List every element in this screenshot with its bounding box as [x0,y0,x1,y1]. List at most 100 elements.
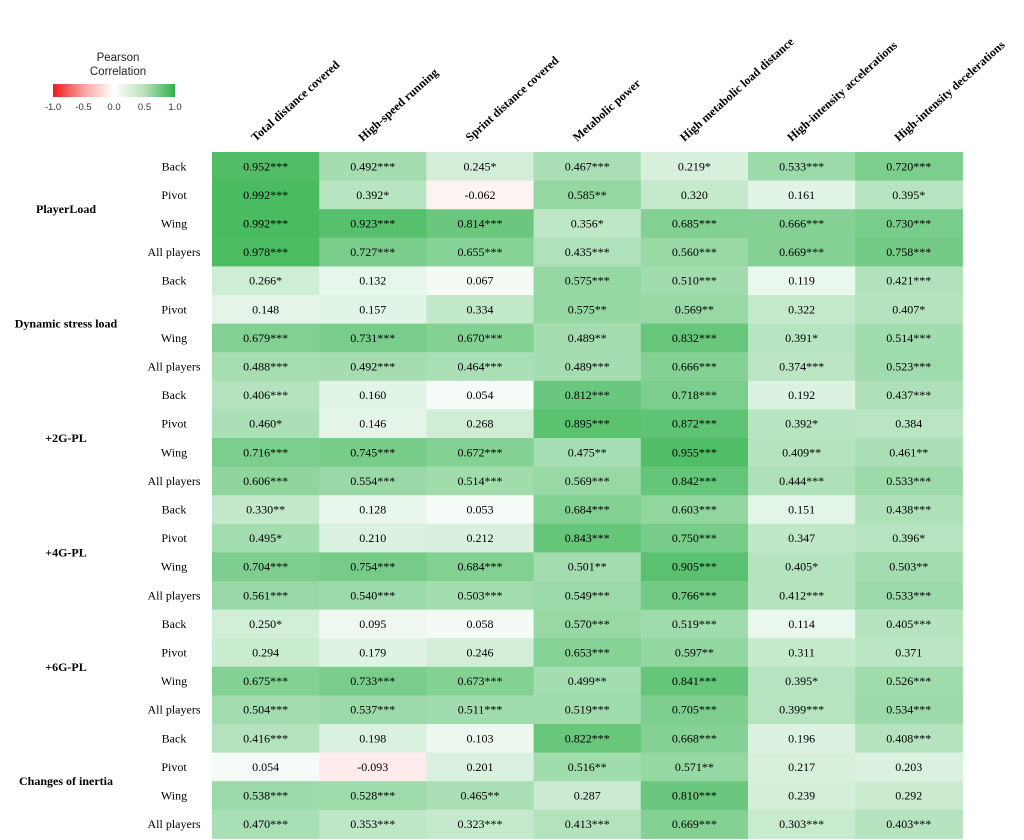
legend-tick-label: 0.5 [137,102,152,113]
cell-value-label: 0.841*** [672,674,717,688]
heatmap-cell [640,809,749,839]
heatmap-cell [212,237,320,267]
heatmap-cell [748,523,856,553]
heatmap-cell [212,552,320,582]
heatmap-cell [319,323,427,353]
cell-value-label: 0.519*** [565,703,610,717]
cell-value-label: 0.374*** [779,360,824,374]
cell-value-label: 0.268 [467,417,494,431]
heatmap-cell [533,352,642,382]
heatmap-cell [640,523,749,553]
heatmap-cell [748,666,856,696]
cell-value-label: 0.160 [359,388,386,402]
heatmap-cell [426,752,535,782]
cell-value-label: 0.569** [675,302,714,316]
cell-value-label: 0.067 [467,274,494,288]
cell-value-label: 0.132 [359,274,386,288]
legend-tick-label: -0.5 [75,102,92,113]
legend-title: Pearson Correlation [78,51,158,79]
row-label: Pivot [161,188,187,202]
cell-value-label: 0.395* [892,188,925,202]
cell-value-label: 0.146 [359,417,386,431]
row-label: Back [162,731,187,745]
heatmap-cell [212,180,320,210]
group-label: +4G-PL [45,545,87,559]
cell-value-label: 0.560*** [672,245,717,259]
cell-value-label: 0.952*** [243,159,288,173]
heatmap-cell [533,609,642,639]
row-label: All players [148,817,201,831]
cell-value-label: 0.503*** [458,588,503,602]
heatmap-cell [212,752,320,782]
cell-value-label: 0.495* [249,531,282,545]
cell-value-label: 0.561*** [243,588,288,602]
cell-value-label: 0.533*** [886,588,931,602]
row-label: All players [148,360,201,374]
cell-value-label: 0.444*** [779,474,824,488]
heatmap-cell [640,781,749,811]
cell-value-label: 0.684*** [565,503,610,517]
heatmap-cell [319,552,427,582]
heatmap-cell [426,523,535,553]
heatmap-cell [212,695,320,725]
heatmap-cell [855,352,963,382]
row-label: Pivot [161,646,187,660]
heatmap-cell [748,352,856,382]
cell-value-label: 0.239 [788,789,815,803]
heatmap-cell [212,266,320,296]
cell-value-label: 0.250* [249,617,282,631]
heatmap-cell [212,152,320,182]
cell-value-label: 0.704*** [243,560,288,574]
heatmap-cell [533,523,642,553]
heatmap-cell [748,638,856,668]
heatmap-cell [426,495,535,525]
cell-value-label: 0.334 [467,302,494,316]
heatmap-cell [855,495,963,525]
cell-value-label: 0.585** [568,188,607,202]
cell-value-label: 0.679*** [243,331,288,345]
heatmap-cell [855,695,963,725]
cell-value-label: 0.054 [252,760,279,774]
cell-value-label: 0.198 [359,731,386,745]
cell-value-label: 0.464*** [458,360,503,374]
cell-value-label: 0.114 [788,617,815,631]
cell-value-label: 0.392* [356,188,389,202]
heatmap-cell [533,237,642,267]
cell-value-label: 0.653*** [565,646,610,660]
row-label: Back [162,503,187,517]
heatmap-cell [319,609,427,639]
legend-tick-label: 0.0 [107,102,121,113]
cell-value-label: 0.413*** [565,817,610,831]
heatmap-cell [855,438,963,468]
cell-value-label: 0.670*** [458,331,503,345]
cell-value-label: 0.672*** [458,445,503,459]
heatmap-cell [748,466,856,496]
heatmap-cell [319,152,427,182]
heatmap-cell [426,237,535,267]
heatmap-cell [748,581,856,611]
heatmap-cell [212,352,320,382]
cell-value-label: 0.320 [681,188,708,202]
cell-value-label: 0.347 [788,531,815,545]
cell-value-label: 0.322 [788,302,815,316]
cell-value-label: 0.669*** [672,817,717,831]
row-label: All players [148,703,201,717]
group-label: +2G-PL [45,431,87,445]
heatmap-cell [855,724,963,754]
cell-value-label: 0.575*** [565,274,610,288]
heatmap-cell [212,724,320,754]
cell-value-label: 0.392* [785,417,818,431]
cell-value-label: 0.489*** [565,360,610,374]
heatmap-cell [748,809,856,839]
heatmap-cell [426,638,535,668]
heatmap-cell [426,609,535,639]
heatmap-cell [533,638,642,668]
cell-value-label: 0.842*** [672,474,717,488]
cell-value-label: 0.705*** [672,703,717,717]
color-legend: Pearson Correlation -1.0 -0.5 0.0 0.5 1.0 [45,51,182,121]
heatmap-cell [533,295,642,325]
cell-value-label: 0.501** [568,560,607,574]
heatmap-cell [426,180,535,210]
heatmap-cell [640,695,749,725]
